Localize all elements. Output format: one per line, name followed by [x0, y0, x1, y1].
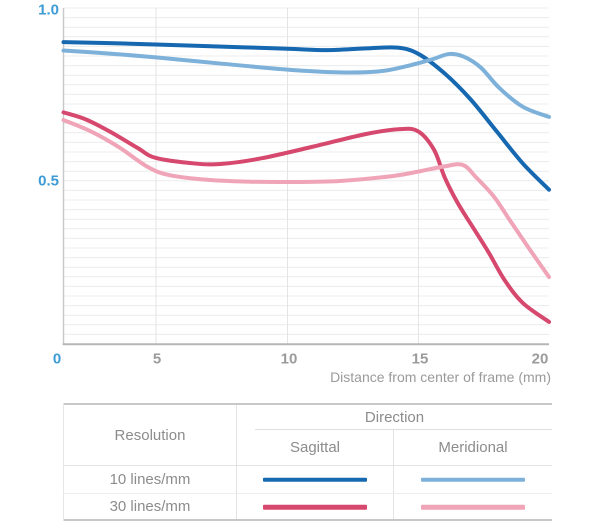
direction-header: Direction [364, 408, 425, 426]
row-label-30-lines: 30 lines/mm [109, 498, 191, 515]
series-line-10-meridional [61, 48, 551, 119]
resolution-header: Resolution [114, 426, 186, 444]
legend-swatch-10-sagittal [262, 477, 367, 482]
row-label-10-lines: 10 lines/mm [109, 471, 191, 488]
column-header-meridional: Meridional [438, 439, 508, 456]
table-top-border [63, 403, 552, 405]
row-divider [63, 493, 552, 494]
x-tick-label-20: 20 [531, 350, 549, 368]
series-line-30-sagittal [61, 110, 551, 324]
table-col-divider [236, 405, 237, 519]
series-line-30-meridional [61, 118, 551, 279]
table-left-border [63, 403, 64, 521]
y-tick-label-0.5: 0.5 [38, 172, 59, 190]
table-subcol-divider [393, 429, 394, 519]
legend-table: Resolution Direction Sagittal Meridional… [63, 403, 552, 521]
legend-swatch-30-meridional [420, 504, 525, 510]
x-tick-label-15: 15 [411, 350, 429, 368]
mtf-chart [61, 7, 551, 346]
series-line-10-sagittal [61, 40, 551, 192]
column-header-sagittal: Sagittal [289, 439, 341, 456]
legend-swatch-30-sagittal [262, 504, 367, 510]
x-tick-label-0: 0 [52, 350, 62, 368]
x-tick-label-10: 10 [280, 350, 298, 368]
header-body-divider [63, 465, 552, 466]
table-bottom-border [63, 519, 552, 521]
x-axis-title: Distance from center of frame (mm) [330, 369, 551, 385]
direction-underline [255, 429, 552, 430]
legend-swatch-10-meridional [420, 477, 525, 482]
y-tick-label-1.0: 1.0 [38, 1, 59, 19]
x-tick-label-5: 5 [152, 350, 162, 368]
